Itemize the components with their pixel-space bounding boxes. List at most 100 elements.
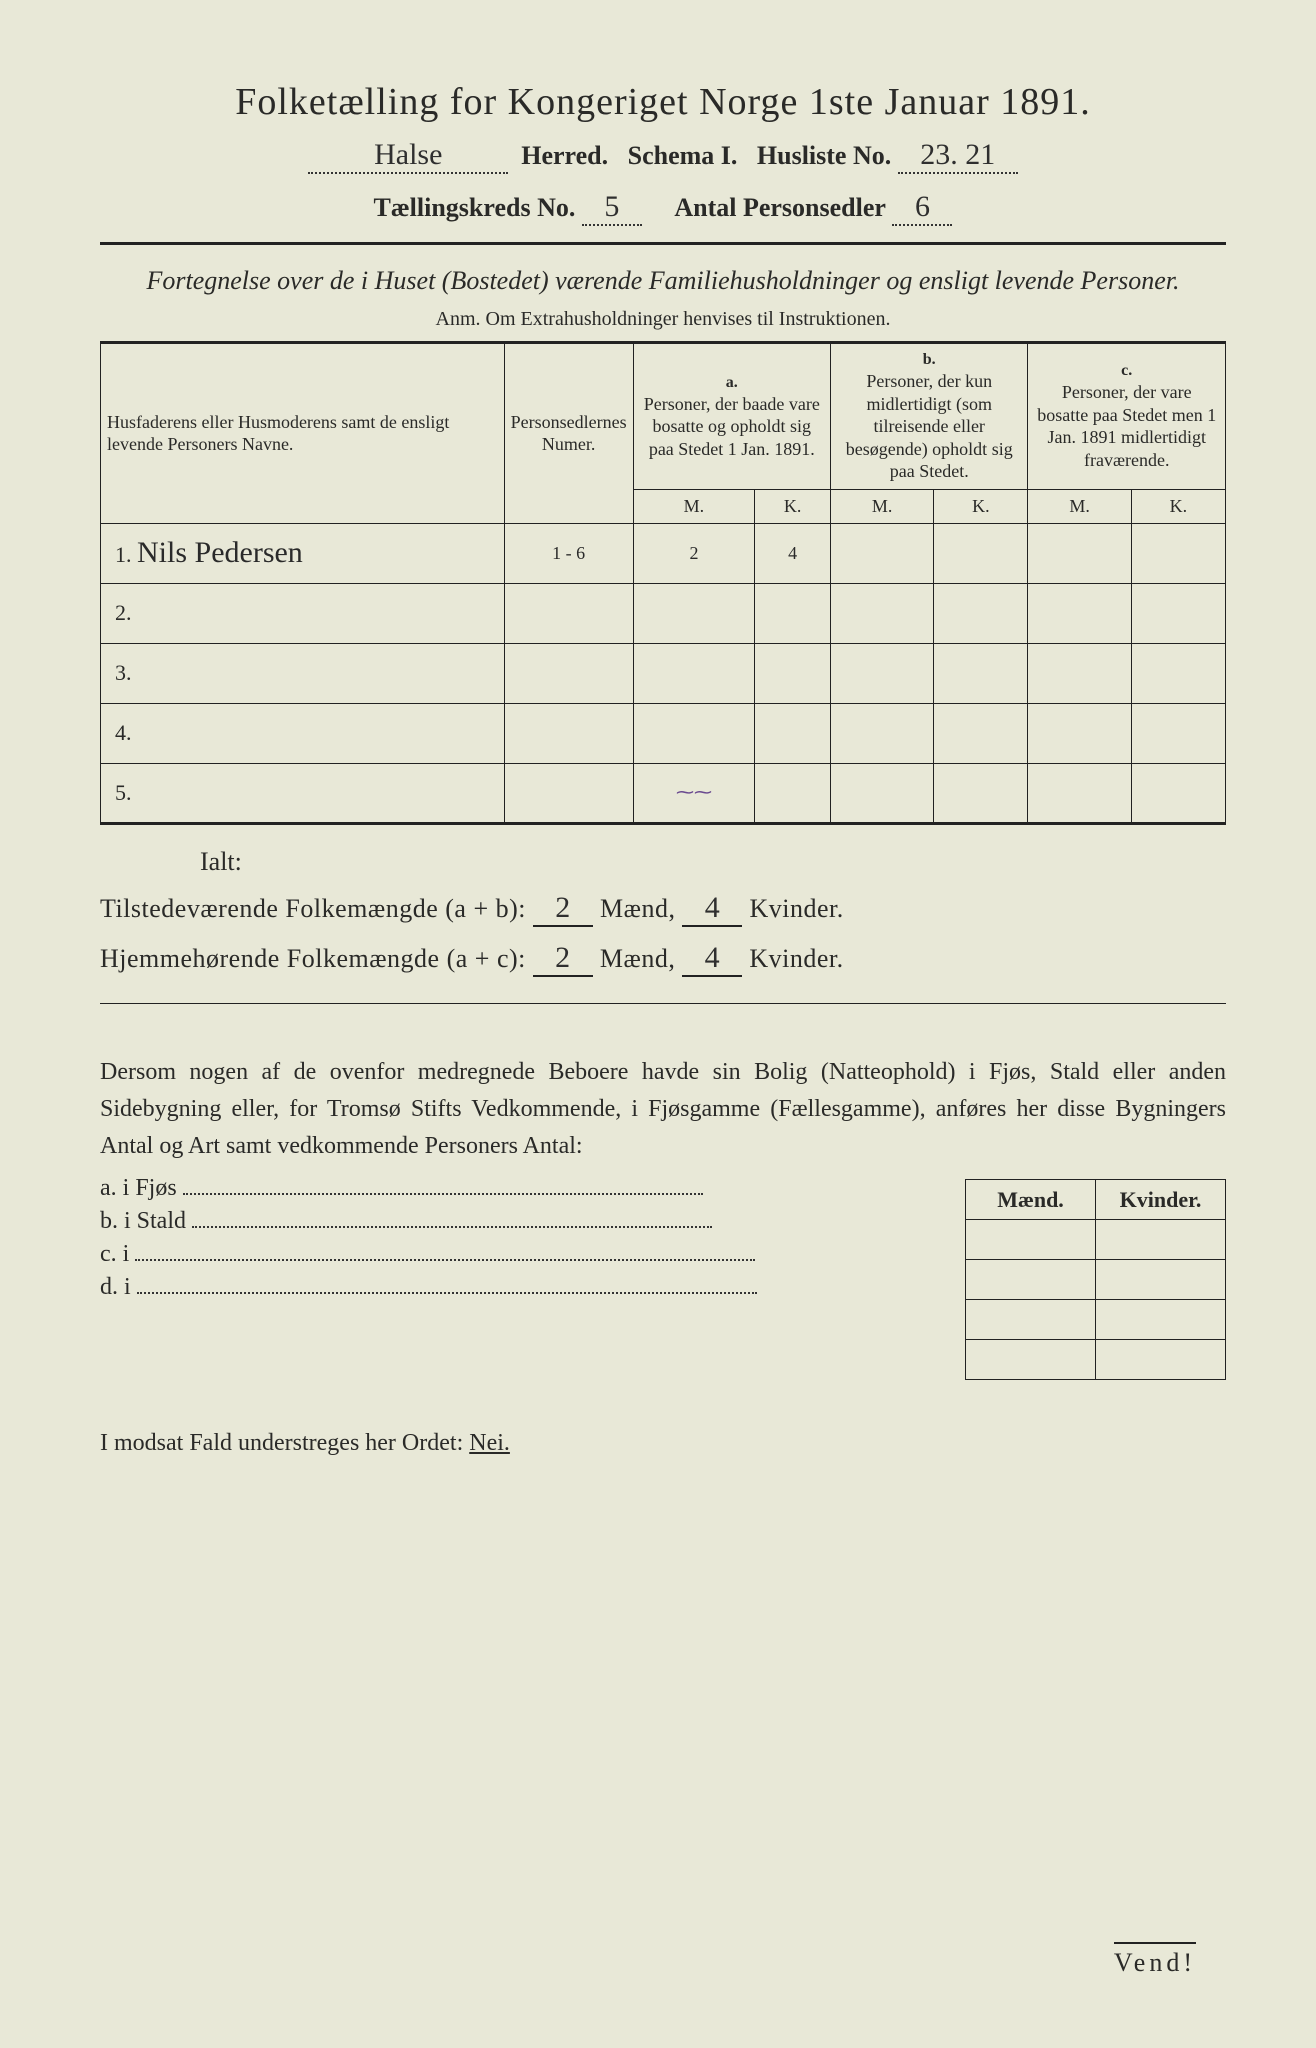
group-c-label: c. xyxy=(1034,361,1219,381)
mk-cell xyxy=(966,1220,1096,1260)
row-num xyxy=(504,643,633,703)
row-a-k xyxy=(755,703,831,763)
mk-cell xyxy=(966,1340,1096,1380)
mk-cell xyxy=(966,1300,1096,1340)
household-table: Husfaderens eller Husmoderens samt de en… xyxy=(100,341,1226,825)
group-a-label: a. xyxy=(640,373,824,393)
group-a-text: Personer, der baade vare bosatte og opho… xyxy=(640,393,824,461)
husliste-label: Husliste No. xyxy=(757,141,891,170)
kvinder-label: Kvinder. xyxy=(749,944,843,973)
row-num xyxy=(504,583,633,643)
row-c-m xyxy=(1028,523,1131,583)
kreds-label: Tællingskreds No. xyxy=(374,193,576,222)
sum1-label: Tilstedeværende Folkemængde (a + b): xyxy=(100,894,526,923)
dotted-line xyxy=(183,1181,703,1195)
sum1-k: 4 xyxy=(682,891,742,927)
sum1-m: 2 xyxy=(533,891,593,927)
row-b-m xyxy=(830,763,933,823)
col-b-k: K. xyxy=(934,489,1028,523)
mk-cell xyxy=(1096,1260,1226,1300)
col-a-m: M. xyxy=(633,489,755,523)
mk-cell xyxy=(1096,1340,1226,1380)
table-row: 3. xyxy=(101,643,1226,703)
row-number: 2. xyxy=(101,583,505,643)
row-a-k xyxy=(755,583,831,643)
mk-cell xyxy=(966,1260,1096,1300)
row-c-m xyxy=(1028,643,1131,703)
mk-maend: Mænd. xyxy=(966,1180,1096,1220)
mk-cell xyxy=(1096,1220,1226,1260)
row-c-k xyxy=(1131,643,1225,703)
group-c-header: c. Personer, der vare bosatte paa Stedet… xyxy=(1028,343,1226,490)
row-b-m xyxy=(830,703,933,763)
row-name: 1. Nils Pedersen xyxy=(101,523,505,583)
row-a-k: 4 xyxy=(755,523,831,583)
antal-value: 6 xyxy=(892,190,952,226)
schema-label: Schema I. xyxy=(628,141,738,170)
table-row: 2. xyxy=(101,583,1226,643)
header-line-1: Halse Herred. Schema I. Husliste No. 23.… xyxy=(100,138,1226,174)
dotted-line xyxy=(192,1214,712,1228)
herred-value: Halse xyxy=(308,138,508,174)
page-title: Folketælling for Kongeriget Norge 1ste J… xyxy=(100,80,1226,124)
sum-line-1: Tilstedeværende Folkemængde (a + b): 2 M… xyxy=(100,891,1226,927)
row-a-k xyxy=(755,643,831,703)
herred-label: Herred. xyxy=(521,141,608,170)
fortegnelse-text: Fortegnelse over de i Huset (Bostedet) v… xyxy=(100,263,1226,298)
sum2-m: 2 xyxy=(533,941,593,977)
row-number: 3. xyxy=(101,643,505,703)
row-a-m: ⁓⁓ xyxy=(633,763,755,823)
abcd-c: c. i xyxy=(100,1241,129,1267)
dotted-line xyxy=(135,1247,755,1261)
row-a-m: 2 xyxy=(633,523,755,583)
row-a-m xyxy=(633,643,755,703)
row-b-k xyxy=(934,583,1028,643)
row-a-k xyxy=(755,763,831,823)
anm-text: Anm. Om Extrahusholdninger henvises til … xyxy=(100,308,1226,331)
row-a-m xyxy=(633,583,755,643)
row-b-k xyxy=(934,703,1028,763)
vend-label: Vend! xyxy=(1114,1942,1196,1978)
census-form-page: Folketælling for Kongeriget Norge 1ste J… xyxy=(0,0,1316,2048)
col-a-k: K. xyxy=(755,489,831,523)
ialt-label: Ialt: xyxy=(200,847,1226,877)
buildings-section: Mænd. Kvinder. a. i Fjøs b. i Stald c. i… xyxy=(100,1175,1226,1380)
row-b-m xyxy=(830,643,933,703)
table-row: 4. xyxy=(101,703,1226,763)
abcd-b: b. i Stald xyxy=(100,1208,186,1234)
paragraph-text: Dersom nogen af de ovenfor medregnede Be… xyxy=(100,1054,1226,1166)
sum2-k: 4 xyxy=(682,941,742,977)
nei-line: I modsat Fald understreges her Ordet: Ne… xyxy=(100,1430,1226,1457)
divider xyxy=(100,242,1226,245)
sum2-label: Hjemmehørende Folkemængde (a + c): xyxy=(100,944,526,973)
row-a-m xyxy=(633,703,755,763)
table-row: 1. Nils Pedersen 1 - 6 2 4 xyxy=(101,523,1226,583)
abcd-a: a. i Fjøs xyxy=(100,1175,177,1201)
row-num xyxy=(504,763,633,823)
husliste-value: 23. 21 xyxy=(898,138,1018,174)
mk-table: Mænd. Kvinder. xyxy=(965,1179,1226,1380)
divider xyxy=(100,1003,1226,1004)
col-c-k: K. xyxy=(1131,489,1225,523)
col-b-m: M. xyxy=(830,489,933,523)
row-c-k xyxy=(1131,583,1225,643)
row-b-k xyxy=(934,643,1028,703)
sum-line-2: Hjemmehørende Folkemængde (a + c): 2 Mæn… xyxy=(100,941,1226,977)
row-name-value: Nils Pedersen xyxy=(137,536,303,569)
row-c-k xyxy=(1131,763,1225,823)
group-a-header: a. Personer, der baade vare bosatte og o… xyxy=(633,343,830,490)
col-num-header: Personsedlernes Numer. xyxy=(504,343,633,524)
row-number: 5. xyxy=(101,763,505,823)
table-row: 5. ⁓⁓ xyxy=(101,763,1226,823)
row-number: 4. xyxy=(101,703,505,763)
nei-text: I modsat Fald understreges her Ordet: xyxy=(100,1430,463,1456)
kvinder-label: Kvinder. xyxy=(749,894,843,923)
row-b-m xyxy=(830,523,933,583)
table-body: 1. Nils Pedersen 1 - 6 2 4 2. 3. xyxy=(101,523,1226,823)
header-line-2: Tællingskreds No. 5 Antal Personsedler 6 xyxy=(100,190,1226,226)
kreds-value: 5 xyxy=(582,190,642,226)
row-c-k xyxy=(1131,523,1225,583)
row-num xyxy=(504,703,633,763)
row-c-m xyxy=(1028,763,1131,823)
row-b-k xyxy=(934,763,1028,823)
